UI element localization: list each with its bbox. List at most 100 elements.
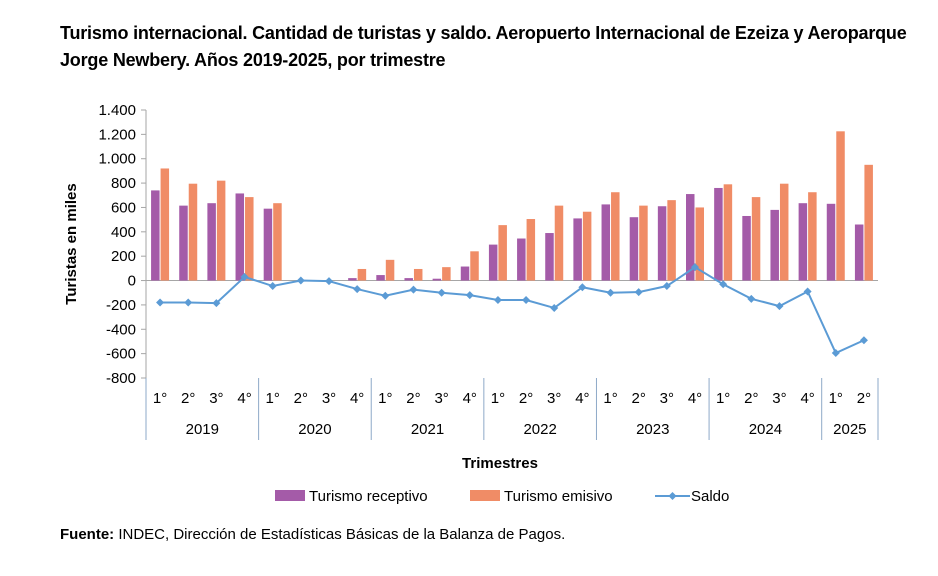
saldo-point [493,296,502,305]
saldo-point [859,336,868,345]
legend-label-receptivo: Turismo receptivo [309,488,428,505]
x-year-label: 2019 [186,421,219,438]
saldo-point [409,285,418,294]
x-tick-label: 3° [772,390,786,407]
legend-swatch-receptivo [275,490,305,501]
chart-title: Turismo internacional. Cantidad de turis… [60,23,907,70]
saldo-point [550,303,559,312]
y-tick-label: -200 [106,297,136,314]
saldo-point [325,277,333,286]
y-tick-label: 1.400 [98,102,136,119]
saldo-point [634,288,643,297]
bar-turismo-emisivo [413,268,423,281]
x-tick-label: 4° [688,390,702,407]
bar-turismo-emisivo [470,251,479,281]
bar-turismo-emisivo [611,192,620,281]
saldo-point [747,294,756,303]
saldo-point [522,296,531,305]
x-tick-label: 3° [322,390,336,407]
x-tick-label: 4° [463,390,477,407]
x-tick-label: 4° [350,390,364,407]
x-tick-label: 1° [716,390,730,407]
x-tick-label: 2° [519,390,533,407]
bar-turismo-receptivo [460,266,470,281]
x-tick-label: 2° [181,390,195,407]
bar-turismo-emisivo [498,225,507,281]
x-axis-label: Trimestres [462,455,538,472]
bar-turismo-emisivo [751,197,761,281]
bar-turismo-emisivo [639,205,648,281]
saldo-point [296,276,305,285]
bar-turismo-receptivo [179,205,188,281]
saldo-point [465,291,474,300]
y-tick-label: 200 [111,248,136,265]
bar-turismo-receptivo [376,275,385,281]
saldo-point [353,285,362,294]
y-tick-label: -800 [106,370,136,387]
saldo-point [578,283,587,292]
y-tick-label: -600 [106,346,136,363]
bar-turismo-receptivo [151,190,160,281]
legend: Turismo receptivo Turismo emisivo Saldo [275,488,729,505]
x-year-label: 2022 [523,421,556,438]
y-tick-label: 600 [111,199,136,216]
x-tick-label: 2° [406,390,420,407]
bar-turismo-receptivo [235,193,245,281]
source-note: Fuente: INDEC, Dirección de Estadísticas… [60,526,565,543]
bar-turismo-receptivo [686,194,695,281]
y-tick-label: 0 [128,273,136,290]
x-tick-label: 1° [829,390,843,407]
legend-label-emisivo: Turismo emisivo [504,488,613,505]
bar-turismo-emisivo [442,267,451,281]
saldo-point [775,302,784,311]
y-tick-label: 800 [111,175,136,192]
x-year-label: 2021 [411,421,444,438]
bar-turismo-emisivo [273,203,282,281]
x-tick-label: 1° [153,390,167,407]
bar-turismo-emisivo [216,180,226,281]
source-text: INDEC, Dirección de Estadísticas Básicas… [118,526,566,543]
saldo-point [212,299,221,308]
bar-turismo-receptivo [629,217,639,281]
bar-turismo-receptivo [432,278,442,281]
bar-turismo-emisivo [667,200,676,281]
x-year-label: 2025 [833,421,866,438]
bar-turismo-emisivo [160,168,170,281]
x-tick-label: 4° [800,390,814,407]
y-tick-label: 400 [111,224,136,241]
bars [151,131,873,281]
bar-turismo-emisivo [385,259,395,281]
saldo-line [160,265,865,355]
x-tick-label: 1° [378,390,392,407]
saldo-point [719,280,728,289]
saldo-point [184,298,193,307]
saldo-line-layer [156,263,868,358]
saldo-point [803,287,812,296]
x-tick-label: 4° [237,390,251,407]
bar-turismo-receptivo [798,203,808,281]
saldo-point [662,282,671,291]
bar-turismo-emisivo [808,192,817,281]
x-tick-label: 4° [575,390,589,407]
legend-swatch-emisivo [470,490,500,501]
bar-turismo-receptivo [348,278,357,281]
bar-turismo-receptivo [404,278,413,281]
x-tick-label: 3° [434,390,448,407]
y-tick-label: 1.000 [98,151,136,168]
x-year-label: 2023 [636,421,669,438]
saldo-point [606,288,615,297]
saldo-point [268,282,277,291]
x-year-label: 2020 [298,421,331,438]
bar-turismo-receptivo [601,204,611,281]
bar-turismo-receptivo [826,203,836,281]
y-axis: 1.400 1.200 1.000 800 600 400 200 0 -200 -400 -600… [98,102,878,387]
x-axis: 1° 2° 3° 4° 2019 1° 2° 3° 4° 2020 1° 2° 3° 4° 2021 1° 2°… [145,378,879,440]
bar-turismo-emisivo [695,207,704,281]
x-tick-label: 1° [266,390,280,407]
bar-turismo-receptivo [657,206,667,281]
bar-turismo-receptivo [714,187,723,281]
saldo-point [437,288,446,297]
bar-turismo-emisivo [836,131,845,281]
y-tick-label: 1.200 [98,126,136,143]
